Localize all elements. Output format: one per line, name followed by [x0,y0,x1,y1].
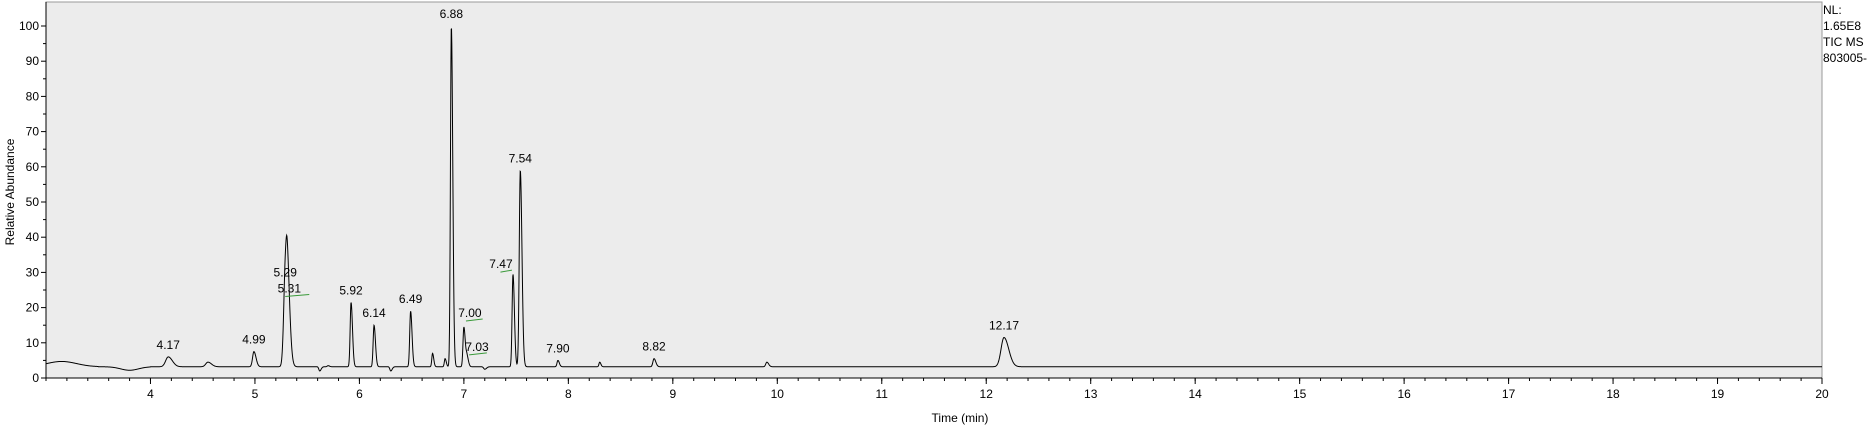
y-axis: 0 10 20 30 40 50 60 70 80 90 100 [19,2,47,385]
plot-area [45,1,1823,379]
x-tick-label: 10 [771,387,785,401]
peak-label: 4.17 [157,338,181,352]
x-tick-label: 5 [252,387,259,401]
x-tick-label: 12 [980,387,994,401]
scan-filter: TIC MS [1823,35,1864,49]
file-name: 803005- [1823,51,1868,65]
x-tick-label: 20 [1815,387,1829,401]
x-tick-label: 15 [1293,387,1307,401]
y-tick-label: 30 [26,265,40,279]
peak-labels: 4.17 4.99 5.29 5.31 5.92 6.14 6.49 6.88 7.00 7.03… [157,7,1020,355]
chromatogram-trace [45,28,1822,372]
y-tick-label: 40 [26,230,40,244]
trace-line [45,28,1822,372]
x-tick-label: 11 [876,387,889,401]
x-tick-label: 7 [461,387,468,401]
peak-label: 5.31 [278,282,302,296]
info-panel: NL: 1.65E8 TIC MS 803005- [1823,2,1867,66]
x-axis-title: Time (min) [932,411,989,425]
peak-leader-line [469,352,487,356]
x-tick-label: 9 [669,387,676,401]
x-tick-label: 14 [1188,387,1202,401]
peak-label: 12.17 [989,319,1019,333]
peak-label: 6.88 [440,7,464,21]
x-tick-label: 18 [1606,387,1620,401]
y-tick-label: 70 [26,125,40,139]
x-tick-label: 8 [565,387,572,401]
y-tick-label: 80 [26,89,40,103]
y-axis-title: Relative Abundance [3,138,17,245]
x-tick-label: 16 [1397,387,1411,401]
y-tick-label: 60 [26,160,40,174]
nl-label: NL: [1823,3,1842,17]
y-tick-label: 50 [26,195,40,209]
peak-label: 4.99 [242,333,266,347]
plot-background [45,1,1823,379]
y-tick-label: 20 [26,301,40,315]
peak-label: 7.03 [465,340,489,354]
peak-label: 7.00 [458,306,482,320]
peak-label: 5.92 [339,283,363,297]
peak-label: 7.47 [489,257,513,271]
y-tick-label: 0 [32,371,39,385]
peak-label: 5.29 [274,266,298,280]
peak-label: 7.54 [509,151,533,165]
peak-label: 8.82 [642,340,666,354]
peak-label: 6.49 [399,292,423,306]
peak-label: 6.14 [362,306,386,320]
y-tick-label: 90 [26,54,40,68]
y-tick-label: 100 [19,19,39,33]
x-axis: 4 5 6 7 8 9 10 11 12 13 14 15 16 17 18 19 20 [45,377,1829,401]
nl-value: 1.65E8 [1823,19,1862,33]
peak-leader-line [500,269,513,273]
peak-leader-line [285,294,310,298]
x-tick-label: 13 [1084,387,1098,401]
x-tick-label: 4 [147,387,154,401]
peak-leader-line [465,318,483,322]
x-tick-label: 19 [1711,387,1725,401]
x-tick-label: 17 [1502,387,1516,401]
y-tick-label: 10 [26,336,40,350]
peak-label: 7.90 [546,341,570,355]
x-tick-label: 6 [356,387,363,401]
